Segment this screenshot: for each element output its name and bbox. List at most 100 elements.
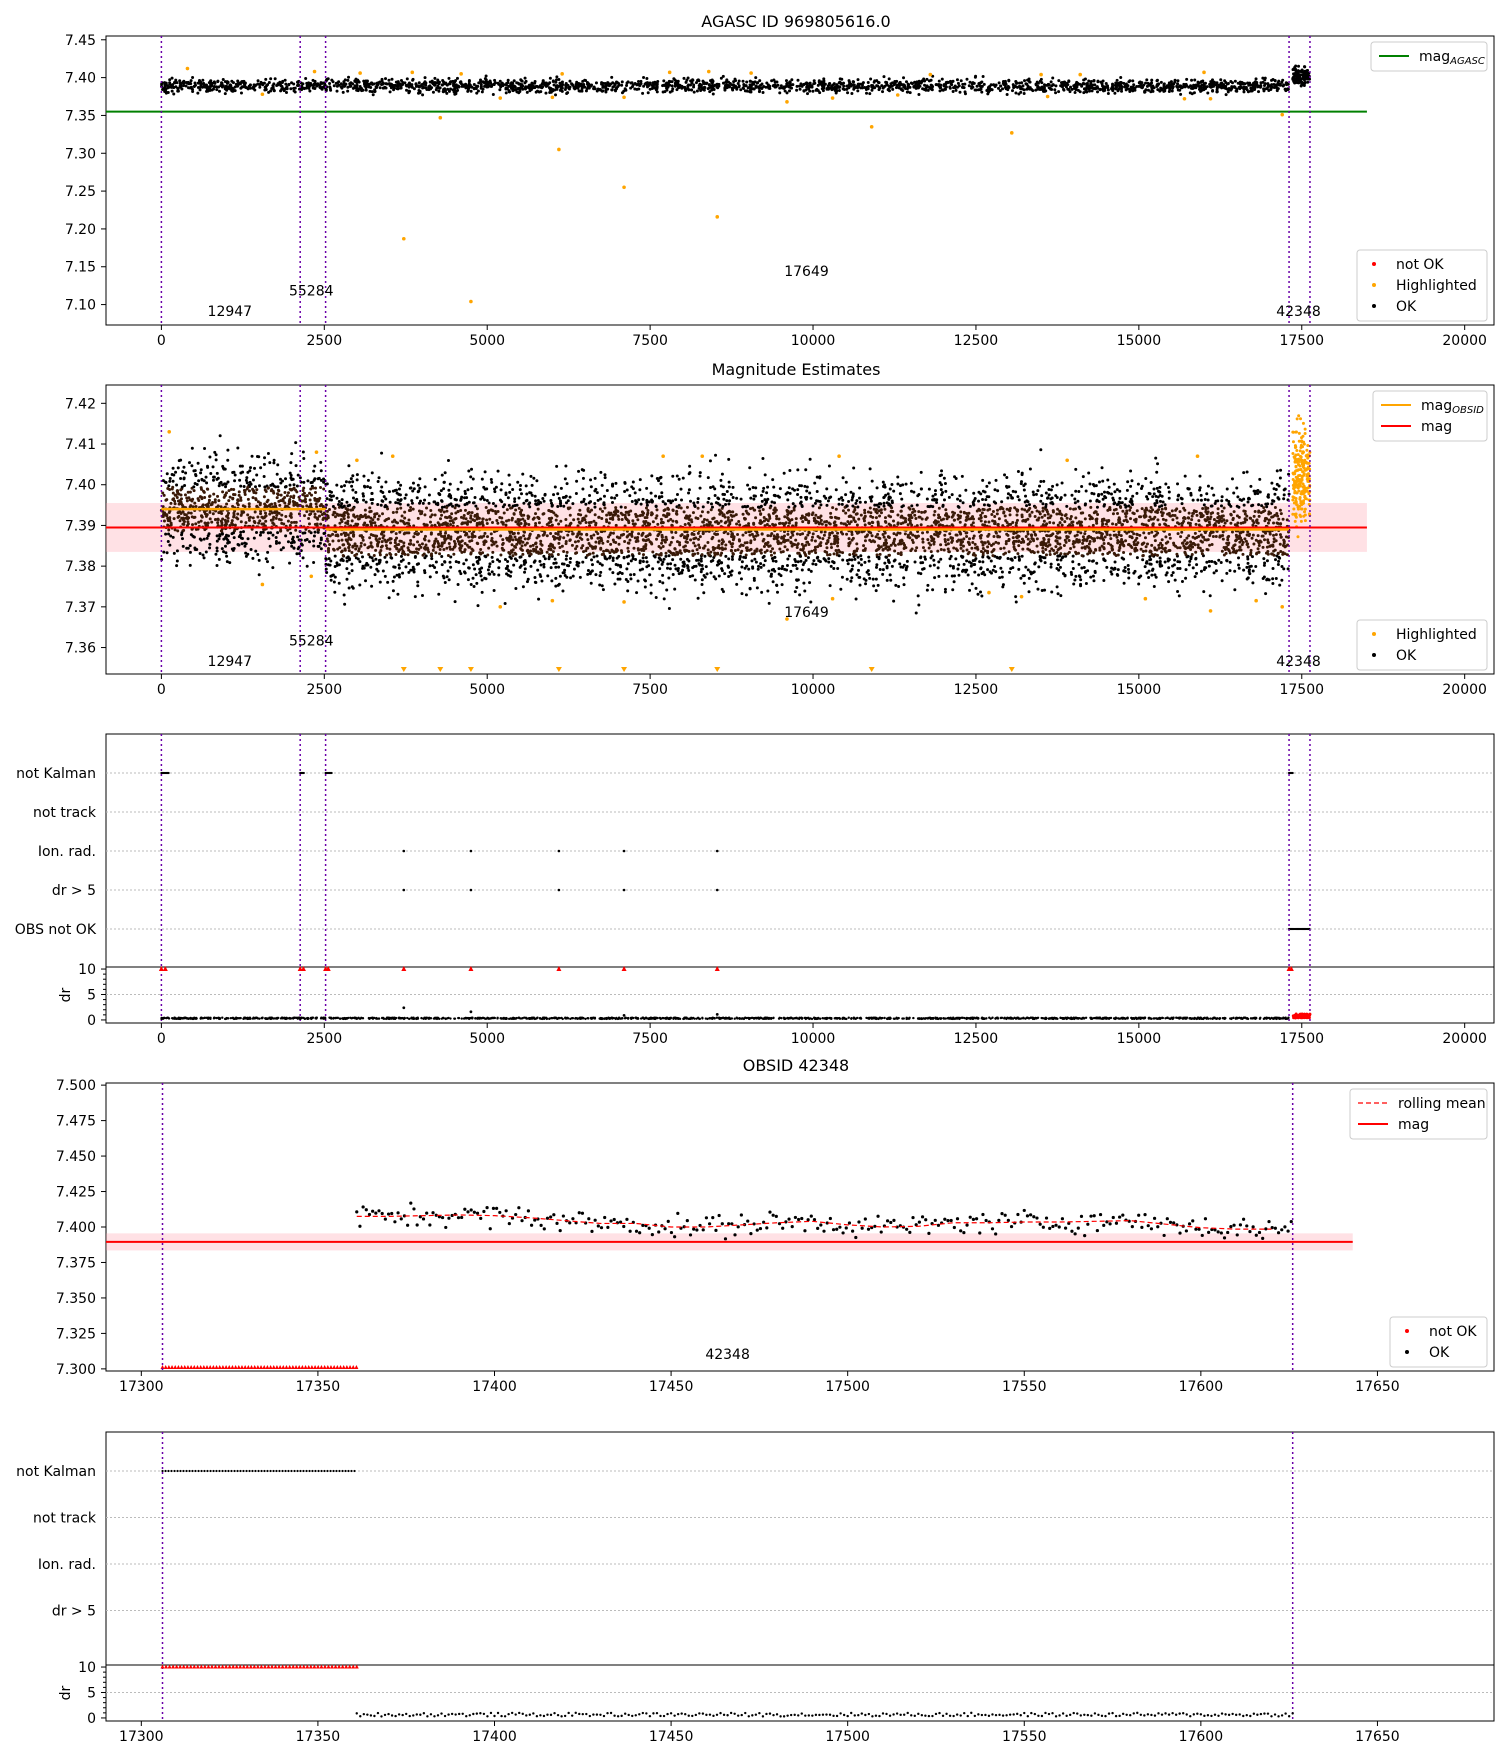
ok-point bbox=[757, 90, 761, 94]
ok-point bbox=[748, 90, 752, 94]
ok-point bbox=[1014, 595, 1018, 599]
ok-point bbox=[289, 461, 293, 465]
ok-point bbox=[208, 546, 212, 550]
ok-point bbox=[489, 81, 493, 85]
ok-point bbox=[190, 515, 194, 519]
ok-point bbox=[1092, 492, 1096, 496]
ok-point bbox=[476, 89, 480, 93]
ok-point bbox=[469, 89, 473, 93]
ok-point bbox=[866, 80, 870, 84]
ok-point bbox=[671, 474, 675, 478]
ok-point bbox=[548, 90, 552, 94]
ok-point bbox=[319, 510, 323, 514]
y-tick-label: 7.20 bbox=[65, 222, 96, 238]
ok-point bbox=[1183, 474, 1187, 478]
ok-point bbox=[902, 76, 906, 80]
ok-point bbox=[827, 536, 831, 540]
ok-point bbox=[222, 537, 226, 541]
ok-point bbox=[1160, 550, 1164, 554]
ok-point bbox=[255, 454, 259, 458]
highlighted-point bbox=[498, 96, 503, 100]
ok-point bbox=[202, 489, 206, 493]
ok-point bbox=[535, 545, 539, 549]
ok-point bbox=[294, 528, 298, 532]
ok-point bbox=[908, 91, 912, 95]
ok-point bbox=[1282, 493, 1286, 497]
ok-point bbox=[1111, 84, 1115, 88]
ok-point bbox=[556, 85, 560, 89]
ok-point bbox=[423, 569, 427, 573]
ok-point bbox=[459, 572, 463, 576]
ok-point bbox=[1049, 565, 1053, 569]
ok-point bbox=[1143, 90, 1147, 94]
ok-point bbox=[418, 89, 422, 93]
ok-point bbox=[301, 489, 305, 493]
ok-point bbox=[196, 91, 200, 95]
ok-point bbox=[385, 82, 389, 86]
ok-point bbox=[855, 542, 859, 546]
ok-point bbox=[1266, 82, 1270, 86]
ok-point bbox=[292, 503, 296, 507]
ok-point bbox=[648, 87, 652, 91]
ok-point bbox=[997, 81, 1001, 85]
ok-point bbox=[181, 522, 185, 526]
ok-point bbox=[668, 80, 672, 84]
ok-point bbox=[168, 81, 172, 85]
ok-point bbox=[258, 503, 262, 507]
highlighted-point bbox=[402, 236, 406, 241]
ok-point bbox=[320, 513, 324, 517]
ok-point bbox=[448, 82, 452, 86]
highlighted-point bbox=[557, 147, 561, 152]
ok-point bbox=[471, 549, 475, 553]
ok-point bbox=[788, 469, 792, 473]
ok-point bbox=[215, 534, 219, 538]
ok-point bbox=[353, 84, 357, 88]
x-tick-label: 20000 bbox=[1442, 333, 1487, 349]
ok-point bbox=[284, 515, 288, 519]
ok-point bbox=[942, 498, 946, 502]
ok-point bbox=[421, 501, 425, 505]
ok-point bbox=[276, 463, 280, 467]
ok-point bbox=[1219, 78, 1223, 82]
title-p2: Magnitude Estimates bbox=[712, 360, 881, 379]
ok-point bbox=[1022, 92, 1026, 96]
ok-point bbox=[307, 86, 311, 90]
ok-point bbox=[182, 477, 186, 481]
ok-point bbox=[1228, 560, 1232, 564]
ok-point bbox=[651, 520, 655, 524]
ok-point bbox=[869, 499, 873, 503]
ok-point bbox=[1124, 88, 1128, 92]
ok-point bbox=[822, 533, 826, 537]
ok-point bbox=[233, 523, 237, 527]
ok-point bbox=[534, 84, 538, 88]
ok-point bbox=[863, 523, 867, 527]
ok-point bbox=[323, 531, 327, 535]
ok-point bbox=[721, 81, 725, 85]
ok-point bbox=[303, 538, 307, 542]
legend-label: Highlighted bbox=[1396, 278, 1477, 294]
ok-point bbox=[255, 473, 259, 477]
ok-point bbox=[1286, 88, 1290, 92]
ok-point bbox=[251, 496, 255, 500]
ok-point bbox=[288, 561, 292, 565]
ok-point bbox=[748, 586, 752, 590]
ok-point bbox=[407, 561, 411, 565]
ok-point bbox=[963, 82, 967, 86]
ok-point bbox=[411, 507, 415, 511]
ok-point bbox=[334, 81, 338, 85]
ok-point bbox=[644, 81, 648, 85]
ok-point bbox=[437, 82, 441, 86]
ok-point bbox=[775, 590, 779, 594]
ok-point bbox=[1054, 91, 1058, 95]
ok-point bbox=[163, 87, 167, 91]
ok-point bbox=[1083, 517, 1087, 521]
ok-point bbox=[401, 83, 405, 87]
ok-point bbox=[980, 90, 984, 94]
ok-point bbox=[614, 481, 618, 485]
ok-point bbox=[239, 91, 243, 95]
ok-point bbox=[416, 84, 420, 88]
highlighted-point bbox=[410, 70, 415, 75]
ok-point bbox=[490, 480, 494, 484]
ok-point bbox=[1207, 564, 1211, 568]
ok-point bbox=[989, 559, 993, 563]
